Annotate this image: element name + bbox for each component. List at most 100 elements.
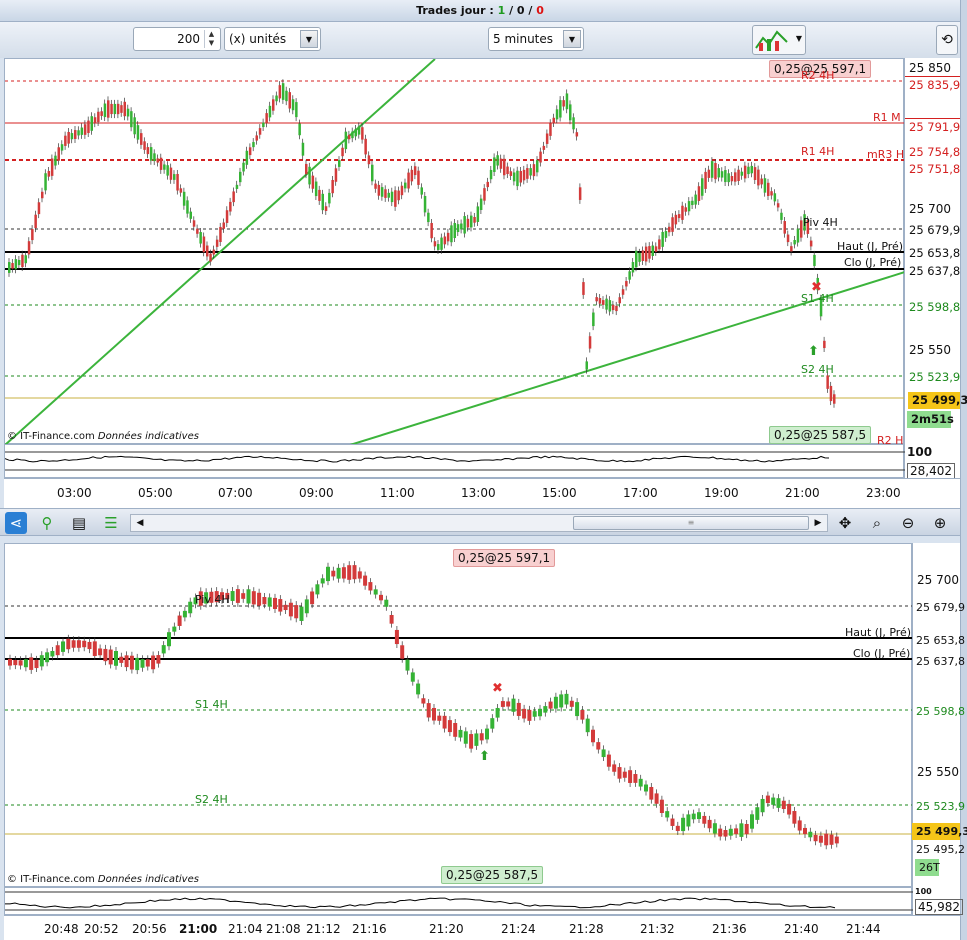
candle <box>644 784 648 792</box>
candle <box>580 709 585 720</box>
candle <box>684 207 687 212</box>
quantity-value: 200 <box>177 32 200 46</box>
candle <box>420 187 423 195</box>
unit-select[interactable]: (x) unités ▼ <box>224 27 321 51</box>
list-icon[interactable]: ☰ <box>104 514 118 532</box>
chevron-down-icon[interactable]: ▼ <box>563 30 581 48</box>
candle <box>638 252 641 262</box>
candle <box>186 200 189 214</box>
candle <box>341 147 344 157</box>
candle <box>823 340 826 349</box>
candle <box>82 640 87 648</box>
candle <box>351 131 354 139</box>
candle <box>166 165 169 176</box>
stepper-arrows-icon[interactable]: ▲ ▼ <box>204 30 218 48</box>
candle <box>135 657 140 671</box>
candle <box>64 135 67 146</box>
candle <box>618 297 621 304</box>
candle <box>648 246 651 259</box>
candle <box>803 214 806 231</box>
oscillator-line <box>4 897 836 909</box>
candle <box>308 166 311 185</box>
candle <box>347 134 351 140</box>
time-label: 15:00 <box>542 486 577 500</box>
candle <box>473 216 476 223</box>
candle <box>562 100 565 107</box>
order-buy-badge[interactable]: 0,25@25 587,5 <box>769 426 872 444</box>
candle <box>765 795 770 804</box>
candle <box>321 193 324 211</box>
horizontal-scrollbar[interactable]: ◀ ≡ ▶ <box>130 514 828 532</box>
candle <box>677 214 681 219</box>
candle <box>723 830 728 837</box>
magnet-icon[interactable]: ⚲ <box>41 514 53 532</box>
candle <box>324 206 328 211</box>
price-tag: 25 637,8 <box>916 655 965 668</box>
time-label: 21:00 <box>785 486 820 500</box>
candle <box>595 297 598 302</box>
candle <box>394 190 397 207</box>
unit-value: (x) unités <box>229 32 287 46</box>
chevron-down-icon[interactable]: ▼ <box>795 34 802 43</box>
candle <box>357 571 362 579</box>
copyright-text: © IT-Finance.com <box>7 431 95 442</box>
quantity-stepper[interactable]: 200 ▲ ▼ <box>133 27 221 51</box>
scroll-right-icon[interactable]: ▶ <box>814 518 822 528</box>
zoom-area-icon[interactable]: ⌕ <box>872 514 882 532</box>
candle <box>206 245 209 257</box>
candle <box>239 171 242 183</box>
bottom-tick-chart[interactable]: ✖ ⬆ 0,25@25 597,1 0,25@25 587,5 © IT-Fina… <box>4 543 913 887</box>
order-sell-badge[interactable]: 0,25@25 597,1 <box>769 60 872 78</box>
candle <box>519 170 522 183</box>
candle <box>80 127 84 135</box>
candle <box>37 202 41 215</box>
candle <box>767 182 770 196</box>
candle <box>225 210 229 223</box>
price-tag: 25 637,8 <box>909 264 961 278</box>
candle <box>681 205 684 220</box>
candle <box>598 297 602 304</box>
candle <box>430 222 433 239</box>
candle <box>654 246 658 252</box>
scroll-left-icon[interactable]: ◀ <box>136 518 144 528</box>
candle <box>67 131 70 144</box>
candle <box>776 798 781 808</box>
candle <box>156 655 161 664</box>
candle <box>796 228 800 243</box>
disclaimer-text: Données indicatives <box>97 431 199 442</box>
candle <box>267 597 272 607</box>
candle <box>526 168 529 179</box>
candle <box>476 206 480 222</box>
candle <box>704 171 707 189</box>
candle <box>120 105 123 113</box>
candle <box>29 657 34 670</box>
crosshair-tool-icon[interactable]: ✥ <box>838 514 852 532</box>
candle <box>252 142 255 148</box>
options-button[interactable]: ⟲ <box>936 25 958 55</box>
candle <box>27 241 31 255</box>
price-tag: 25 598,8 <box>916 705 965 718</box>
layers-icon[interactable]: ▤ <box>71 514 87 532</box>
top-price-chart[interactable]: ✖ ⬆ 0,25@25 587,5 0,25@25 597,1 © IT-Fina… <box>4 58 906 447</box>
time-label: 19:00 <box>704 486 739 500</box>
candle <box>763 178 767 193</box>
order-buy-badge[interactable]: 0,25@25 587,5 <box>441 866 544 884</box>
zoom-out-icon[interactable]: ⊖ <box>901 514 915 532</box>
scroll-thumb[interactable]: ≡ <box>573 516 809 530</box>
candle <box>407 172 410 189</box>
candle <box>188 601 193 614</box>
candle <box>98 648 103 656</box>
level-s2: S2 4H <box>801 363 834 376</box>
candle <box>829 834 834 845</box>
order-sell-badge[interactable]: 0,25@25 597,1 <box>453 549 556 567</box>
indicator-button[interactable]: ▼ <box>752 25 806 55</box>
candle <box>379 594 383 601</box>
candle <box>242 162 245 172</box>
timeframe-select[interactable]: 5 minutes ▼ <box>488 27 584 51</box>
candle <box>575 132 579 137</box>
last-price-tag: 25 495,2 <box>916 843 965 856</box>
zoom-in-icon[interactable]: ⊕ <box>933 514 947 532</box>
chevron-down-icon[interactable]: ▼ <box>300 30 318 48</box>
refresh-icon: ⟲ <box>941 32 953 48</box>
share-icon[interactable]: ⋖ <box>5 512 27 534</box>
